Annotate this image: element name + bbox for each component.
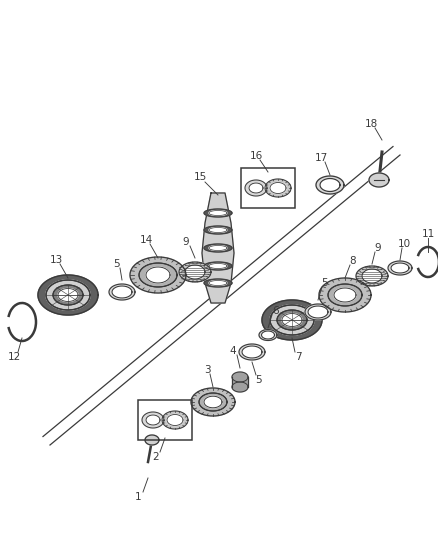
Polygon shape bbox=[112, 286, 132, 298]
Polygon shape bbox=[316, 176, 344, 194]
Polygon shape bbox=[277, 310, 307, 330]
Polygon shape bbox=[46, 280, 90, 310]
Polygon shape bbox=[199, 393, 227, 411]
Polygon shape bbox=[319, 278, 371, 312]
Polygon shape bbox=[388, 261, 412, 275]
Polygon shape bbox=[146, 415, 160, 425]
Polygon shape bbox=[199, 393, 227, 411]
Polygon shape bbox=[356, 266, 388, 286]
Text: 9: 9 bbox=[374, 243, 381, 253]
Text: 14: 14 bbox=[139, 235, 152, 245]
Polygon shape bbox=[277, 310, 307, 330]
Polygon shape bbox=[232, 377, 248, 387]
Polygon shape bbox=[139, 263, 177, 287]
Polygon shape bbox=[204, 209, 232, 217]
Polygon shape bbox=[53, 285, 83, 305]
Polygon shape bbox=[362, 269, 382, 283]
Text: 2: 2 bbox=[153, 452, 159, 462]
Polygon shape bbox=[249, 183, 263, 193]
Polygon shape bbox=[139, 263, 177, 287]
Polygon shape bbox=[320, 179, 340, 191]
Polygon shape bbox=[270, 305, 314, 335]
Polygon shape bbox=[167, 415, 183, 425]
Polygon shape bbox=[46, 280, 90, 310]
Polygon shape bbox=[282, 313, 302, 327]
Polygon shape bbox=[270, 182, 286, 193]
Bar bbox=[138, 400, 192, 440]
Polygon shape bbox=[209, 211, 227, 215]
Polygon shape bbox=[204, 279, 232, 287]
Polygon shape bbox=[204, 244, 232, 252]
Polygon shape bbox=[191, 388, 235, 416]
Text: 8: 8 bbox=[350, 256, 356, 266]
Text: 17: 17 bbox=[314, 153, 328, 163]
Polygon shape bbox=[232, 372, 248, 382]
Polygon shape bbox=[202, 193, 234, 303]
Polygon shape bbox=[308, 306, 328, 318]
Polygon shape bbox=[209, 246, 227, 251]
Polygon shape bbox=[305, 304, 331, 320]
Polygon shape bbox=[209, 263, 227, 269]
Text: 4: 4 bbox=[230, 346, 237, 356]
Polygon shape bbox=[334, 288, 356, 302]
Polygon shape bbox=[391, 263, 409, 273]
Polygon shape bbox=[179, 262, 211, 282]
Polygon shape bbox=[204, 396, 222, 408]
Text: 13: 13 bbox=[49, 255, 63, 265]
Polygon shape bbox=[204, 262, 232, 270]
Polygon shape bbox=[145, 435, 159, 445]
Text: 7: 7 bbox=[295, 352, 301, 362]
Polygon shape bbox=[369, 173, 389, 187]
Text: 5: 5 bbox=[114, 259, 120, 269]
Text: 1: 1 bbox=[135, 492, 141, 502]
Text: 5: 5 bbox=[256, 375, 262, 385]
Polygon shape bbox=[328, 284, 362, 306]
Polygon shape bbox=[245, 180, 267, 196]
Polygon shape bbox=[209, 280, 227, 286]
Text: 9: 9 bbox=[183, 237, 189, 247]
Polygon shape bbox=[242, 346, 262, 358]
Polygon shape bbox=[259, 329, 277, 341]
Text: 16: 16 bbox=[249, 151, 263, 161]
Polygon shape bbox=[146, 267, 170, 283]
Text: 11: 11 bbox=[421, 229, 434, 239]
Polygon shape bbox=[185, 265, 205, 279]
Text: 5: 5 bbox=[321, 278, 328, 288]
Polygon shape bbox=[142, 412, 164, 428]
Polygon shape bbox=[130, 257, 186, 293]
Polygon shape bbox=[58, 288, 78, 302]
Bar bbox=[241, 168, 295, 208]
Polygon shape bbox=[109, 284, 135, 300]
Text: 6: 6 bbox=[273, 306, 279, 316]
Polygon shape bbox=[53, 285, 83, 305]
Text: 10: 10 bbox=[397, 239, 410, 249]
Polygon shape bbox=[262, 300, 322, 340]
Text: 12: 12 bbox=[7, 352, 21, 362]
Text: 3: 3 bbox=[204, 365, 210, 375]
Polygon shape bbox=[38, 275, 98, 315]
Polygon shape bbox=[261, 331, 275, 339]
Polygon shape bbox=[328, 284, 362, 306]
Polygon shape bbox=[209, 228, 227, 232]
Text: 18: 18 bbox=[364, 119, 378, 129]
Polygon shape bbox=[204, 226, 232, 234]
Polygon shape bbox=[232, 382, 248, 392]
Polygon shape bbox=[162, 411, 188, 429]
Polygon shape bbox=[265, 179, 291, 197]
Text: 15: 15 bbox=[193, 172, 207, 182]
Polygon shape bbox=[239, 344, 265, 360]
Polygon shape bbox=[270, 305, 314, 335]
